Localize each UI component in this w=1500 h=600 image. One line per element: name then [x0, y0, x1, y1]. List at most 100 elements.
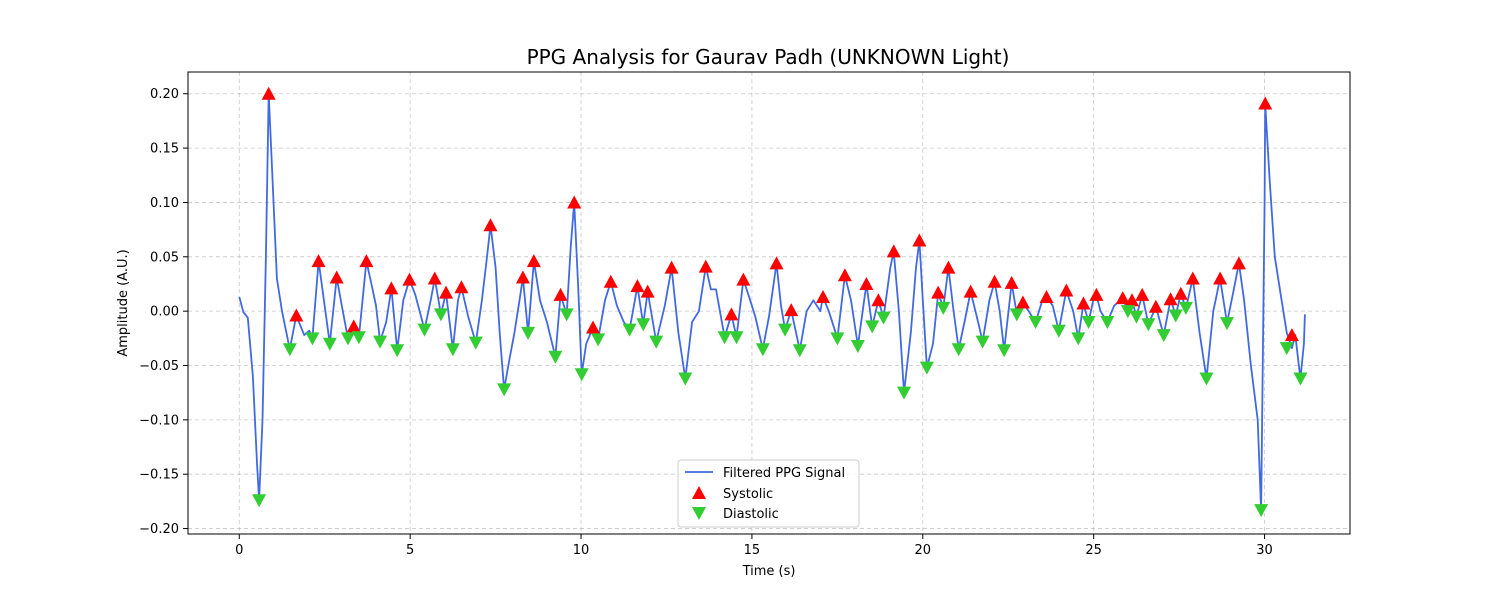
diastolic-marker: [792, 344, 807, 358]
y-tick-label: 0.00: [150, 305, 179, 320]
systolic-marker: [1115, 291, 1130, 305]
diastolic-marker: [1100, 316, 1115, 330]
diastolic-marker: [282, 343, 297, 357]
systolic-marker: [1004, 275, 1019, 289]
x-tick-label: 25: [1085, 543, 1102, 558]
systolic-marker: [963, 284, 978, 298]
systolic-marker: [439, 285, 454, 299]
systolic-marker: [553, 287, 568, 301]
systolic-marker: [1059, 283, 1074, 297]
y-tick-label: 0.05: [150, 250, 179, 265]
systolic-marker: [402, 272, 417, 286]
diastolic-marker: [755, 343, 770, 357]
systolic-marker: [837, 268, 852, 282]
systolic-marker: [871, 293, 886, 307]
diastolic-marker: [1081, 316, 1096, 330]
diastolic-marker: [351, 331, 366, 345]
systolic-marker: [427, 271, 442, 285]
x-tick-label: 5: [406, 543, 414, 558]
x-axis-label: Time (s): [742, 564, 796, 579]
systolic-marker: [603, 274, 618, 288]
y-tick-label: −0.05: [139, 359, 179, 374]
diastolic-marker: [936, 301, 951, 315]
systolic-marker: [941, 260, 956, 274]
diastolic-marker: [1028, 316, 1043, 330]
systolic-marker: [912, 233, 927, 247]
y-tick-label: 0.10: [150, 196, 179, 211]
diastolic-marker: [975, 335, 990, 349]
diastolic-marker: [373, 335, 388, 349]
diastolic-marker: [997, 344, 1012, 358]
systolic-marker: [483, 218, 498, 232]
systolic-marker: [886, 244, 901, 258]
plot-area: [187, 71, 1351, 535]
systolic-marker: [784, 303, 799, 317]
diastolic-marker: [1199, 372, 1214, 386]
systolic-marker: [1015, 295, 1030, 309]
systolic-marker: [736, 272, 751, 286]
systolic-marker: [640, 284, 655, 298]
diastolic-marker: [850, 339, 865, 353]
diastolic-marker: [1156, 329, 1171, 343]
systolic-marker: [567, 195, 582, 209]
diastolic-marker: [591, 333, 606, 347]
y-axis: −0.20 −0.15 −0.10 −0.05 0.00 0.05 0.10 0.15 0.20: [139, 87, 188, 537]
systolic-marker: [664, 260, 679, 274]
diastolic-marker: [1141, 318, 1156, 332]
legend-signal-label: Filtered PPG Signal: [723, 466, 845, 481]
systolic-marker: [815, 290, 830, 304]
diastolic-markers: [252, 301, 1308, 518]
systolic-marker: [585, 320, 600, 334]
systolic-marker: [526, 254, 541, 268]
diastolic-marker: [322, 337, 337, 351]
diastolic-marker: [390, 344, 405, 358]
systolic-markers: [261, 86, 1299, 342]
y-tick-label: 0.15: [150, 142, 179, 157]
systolic-marker: [1089, 287, 1104, 301]
diastolic-marker: [622, 323, 637, 337]
diastolic-marker: [1168, 309, 1183, 323]
x-tick-label: 15: [744, 543, 761, 558]
diastolic-marker: [1071, 332, 1086, 346]
diastolic-marker: [445, 343, 460, 357]
systolic-marker: [1185, 271, 1200, 285]
systolic-marker: [311, 254, 326, 268]
diastolic-marker: [1279, 342, 1294, 356]
systolic-marker: [454, 280, 469, 294]
diastolic-marker: [729, 331, 744, 345]
diastolic-marker: [1219, 317, 1234, 331]
y-axis-label: Amplitude (A.U.): [116, 249, 131, 356]
systolic-marker: [630, 279, 645, 293]
diastolic-marker: [1254, 504, 1269, 518]
legend: Filtered PPG Signal Systolic Diastolic: [677, 459, 860, 528]
diastolic-marker: [919, 361, 934, 375]
systolic-marker: [1135, 287, 1150, 301]
diastolic-marker: [876, 311, 891, 325]
diastolic-marker: [649, 335, 664, 349]
x-tick-label: 30: [1256, 543, 1273, 558]
diastolic-marker: [717, 331, 732, 345]
diastolic-marker: [305, 332, 320, 346]
signal-line: [238, 92, 1306, 511]
x-tick-label: 10: [573, 543, 590, 558]
diastolic-marker: [574, 368, 589, 382]
diastolic-marker: [778, 323, 793, 337]
diastolic-marker: [548, 350, 563, 364]
systolic-marker: [1039, 290, 1054, 304]
systolic-marker: [359, 254, 374, 268]
diastolic-marker: [497, 383, 512, 397]
diastolic-marker: [1120, 305, 1135, 319]
diastolic-marker: [433, 308, 448, 322]
legend-systolic-label: Systolic: [723, 487, 773, 502]
x-tick-label: 0: [235, 543, 243, 558]
diastolic-marker: [340, 332, 355, 346]
diastolic-marker: [559, 308, 574, 322]
systolic-marker: [1124, 293, 1139, 307]
systolic-marker: [1284, 328, 1299, 342]
diastolic-marker: [252, 494, 267, 508]
diastolic-marker: [1178, 301, 1193, 315]
systolic-marker: [1231, 256, 1246, 270]
diastolic-marker: [896, 386, 911, 400]
diastolic-marker: [468, 336, 483, 350]
